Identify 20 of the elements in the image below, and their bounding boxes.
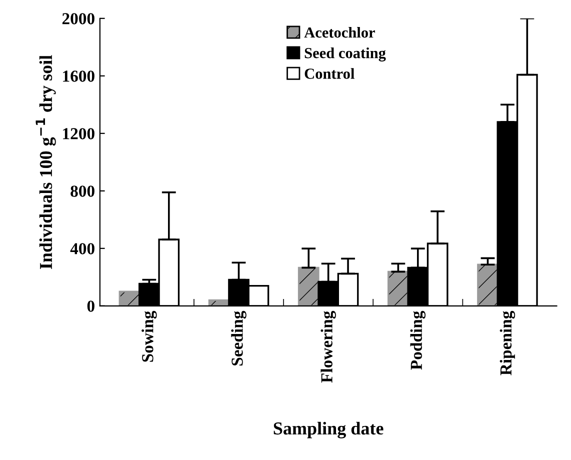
y-tick-label: 1600 — [63, 70, 94, 82]
bar — [118, 290, 140, 306]
y-tick-label: 1200 — [63, 128, 94, 140]
x-axis-title: Sampling date — [274, 422, 384, 438]
x-tick-label: Podding — [410, 310, 426, 370]
bar — [298, 266, 320, 306]
y-tick-label: 800 — [70, 186, 94, 197]
y-tick-label: 2000 — [62, 13, 94, 24]
legend-label: Control — [304, 68, 354, 79]
x-tick-label: Ripening — [500, 310, 516, 376]
y-axis-title: Individuals 100 g$^{−1}$ dry soil — [36, 55, 56, 269]
y-tick-label: 400 — [70, 243, 94, 254]
x-tick-label: Flowering — [320, 310, 336, 383]
bar — [477, 264, 498, 306]
y-tick-label: 0 — [87, 300, 94, 312]
legend-label: Acetochlor — [304, 26, 375, 38]
legend-label: Seed coating — [304, 47, 386, 62]
x-tick-label: Seeding — [231, 310, 246, 366]
bar — [388, 270, 409, 306]
x-tick-label: Sowing — [142, 310, 157, 362]
